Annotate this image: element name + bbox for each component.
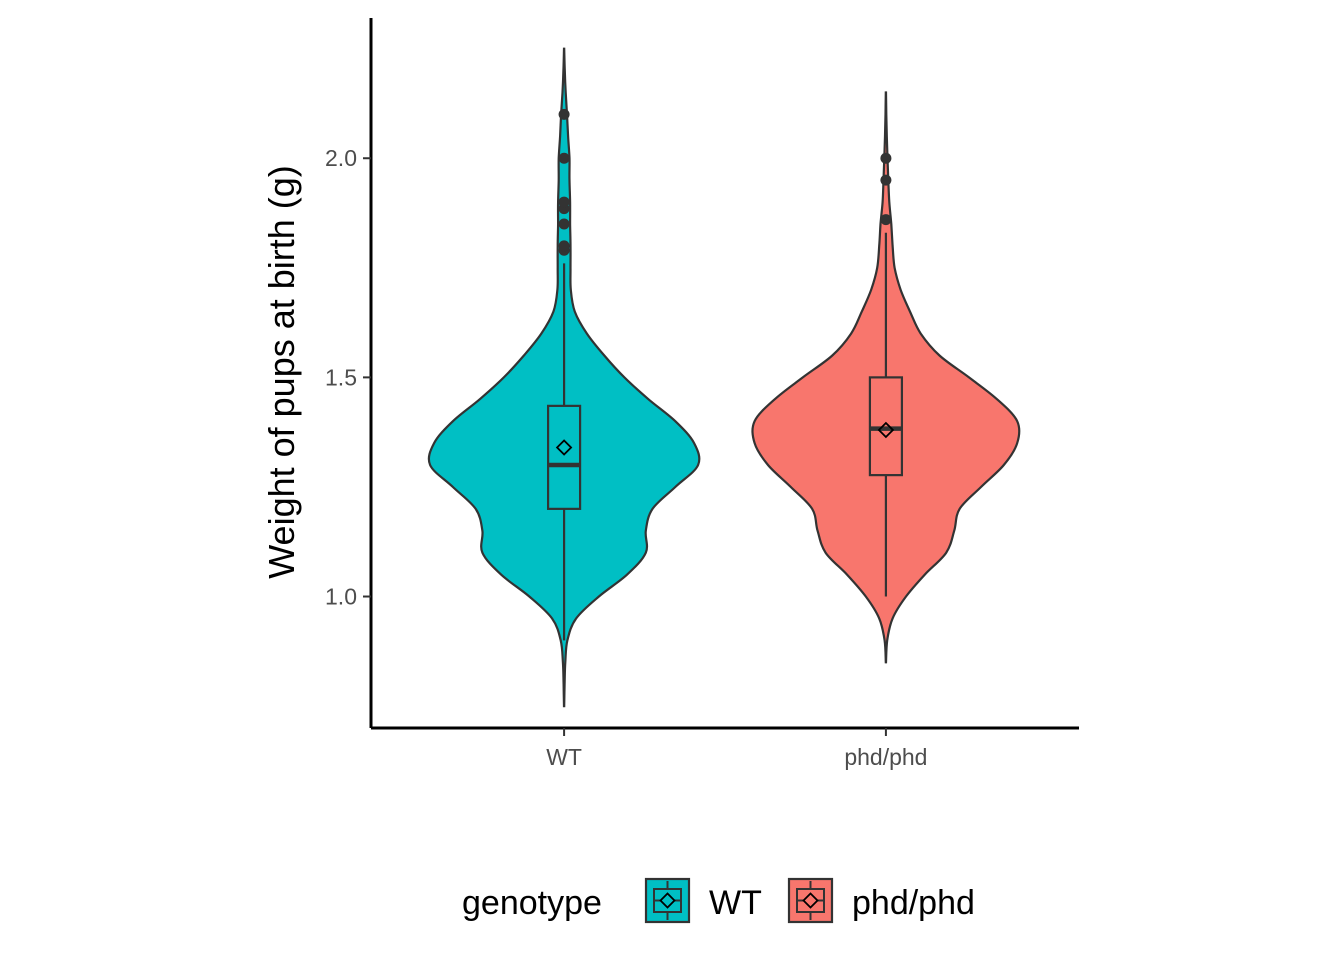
legend-label: phd/phd xyxy=(852,884,975,922)
plot-area xyxy=(427,47,1021,708)
outlier-point xyxy=(558,240,570,252)
mean-marker xyxy=(877,421,895,439)
y-tick-label: 1.5 xyxy=(325,364,357,390)
outlier-point xyxy=(880,152,892,164)
outlier-point xyxy=(880,214,892,226)
outlier-point xyxy=(558,196,570,208)
outlier-point xyxy=(880,174,892,186)
y-tick-label: 1.0 xyxy=(325,584,357,610)
legend-entry-wt: WT xyxy=(644,877,762,924)
y-tick-label: 2.0 xyxy=(325,145,357,171)
outlier-point xyxy=(558,152,570,164)
legend-mean-marker xyxy=(659,892,676,909)
legend: genotype WT phd/phd xyxy=(462,877,975,924)
y-axis-ticks: 1.0 1.5 2.0 xyxy=(325,145,371,610)
outlier-point xyxy=(558,108,570,120)
box-iqr xyxy=(868,376,904,477)
y-axis-title: Weight of pups at birth (g) xyxy=(261,165,302,579)
mean-marker xyxy=(555,439,573,456)
x-axis-ticks: WT phd/phd xyxy=(546,728,927,770)
violin-group-wt xyxy=(427,47,701,708)
outlier-point xyxy=(558,218,570,230)
box-iqr xyxy=(546,404,582,510)
legend-entry-phd: phd/phd xyxy=(787,877,975,924)
x-tick-label: WT xyxy=(546,744,582,770)
legend-title: genotype xyxy=(462,884,602,922)
legend-label: WT xyxy=(709,884,762,922)
x-tick-label: phd/phd xyxy=(844,744,927,770)
violin-group-phd xyxy=(751,91,1021,664)
legend-mean-marker xyxy=(802,892,819,909)
